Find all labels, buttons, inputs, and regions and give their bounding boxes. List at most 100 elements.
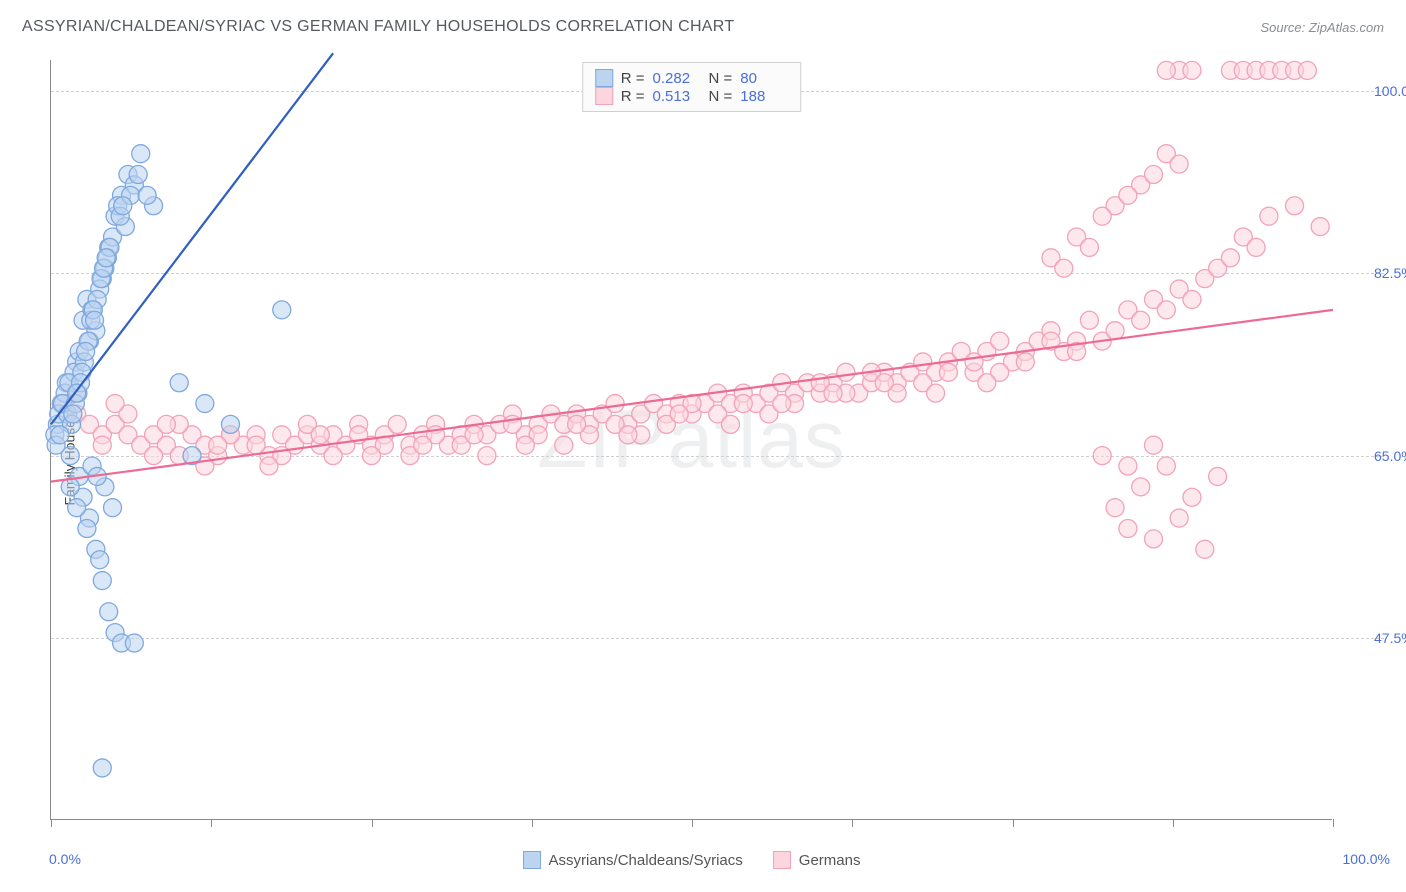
scatter-point	[1170, 155, 1188, 173]
y-tick-label: 100.0%	[1374, 83, 1406, 99]
scatter-point	[129, 166, 147, 184]
chart-source: Source: ZipAtlas.com	[1260, 20, 1384, 35]
scatter-point	[927, 384, 945, 402]
scatter-point	[555, 436, 573, 454]
scatter-point	[1298, 61, 1316, 79]
scatter-point	[1157, 301, 1175, 319]
scatter-point	[1119, 519, 1137, 537]
scatter-point	[1055, 259, 1073, 277]
scatter-point	[247, 436, 265, 454]
legend-swatch-a-icon	[523, 851, 541, 869]
x-tick	[532, 819, 533, 827]
scatter-point	[721, 415, 739, 433]
scatter-point	[978, 374, 996, 392]
scatter-point	[991, 332, 1009, 350]
scatter-point	[388, 415, 406, 433]
scatter-point	[1093, 207, 1111, 225]
scatter-point	[1196, 540, 1214, 558]
scatter-point	[260, 457, 278, 475]
scatter-point	[516, 436, 534, 454]
stats-n-label: N =	[709, 88, 733, 105]
scatter-point	[1183, 61, 1201, 79]
scatter-point	[221, 415, 239, 433]
scatter-point	[734, 395, 752, 413]
scatter-point	[106, 395, 124, 413]
scatter-point	[324, 447, 342, 465]
trend-line-a-solid	[51, 53, 333, 424]
stats-b-n: 188	[740, 88, 788, 105]
scatter-point	[64, 405, 82, 423]
scatter-point	[170, 374, 188, 392]
legend-item-b: Germans	[773, 851, 861, 869]
swatch-a-icon	[595, 69, 613, 87]
scatter-point	[1157, 61, 1175, 79]
legend-bottom: Assyrians/Chaldeans/Syriacs Germans	[523, 851, 861, 869]
stats-legend-box: R = 0.282 N = 80 R = 0.513 N = 188	[582, 62, 802, 112]
scatter-point	[97, 249, 115, 267]
scatter-point	[114, 197, 132, 215]
scatter-point	[1132, 478, 1150, 496]
legend-swatch-b-icon	[773, 851, 791, 869]
stats-b-r: 0.513	[653, 88, 701, 105]
scatter-point	[91, 551, 109, 569]
title-bar: ASSYRIAN/CHALDEAN/SYRIAC VS GERMAN FAMIL…	[22, 18, 1384, 36]
scatter-point	[77, 343, 95, 361]
scatter-point	[1145, 436, 1163, 454]
scatter-point	[93, 759, 111, 777]
scatter-point	[138, 186, 156, 204]
scatter-point	[568, 415, 586, 433]
scatter-point	[104, 499, 122, 517]
scatter-point	[1145, 166, 1163, 184]
scatter-point	[1170, 509, 1188, 527]
x-tick	[852, 819, 853, 827]
scatter-point	[1311, 218, 1329, 236]
plot-area: ZIPatlas 47.5%65.0%82.5%100.0% R = 0.282…	[50, 60, 1332, 820]
scatter-point	[1080, 311, 1098, 329]
scatter-point	[273, 301, 291, 319]
scatter-point	[1093, 447, 1111, 465]
scatter-point	[209, 436, 227, 454]
x-tick	[1173, 819, 1174, 827]
scatter-point	[1106, 322, 1124, 340]
trend-line-b	[51, 310, 1333, 482]
scatter-point	[606, 395, 624, 413]
x-tick	[211, 819, 212, 827]
scatter-point	[145, 447, 163, 465]
scatter-point	[619, 426, 637, 444]
legend-item-a: Assyrians/Chaldeans/Syriacs	[523, 851, 743, 869]
x-tick	[372, 819, 373, 827]
scatter-point	[414, 436, 432, 454]
scatter-point	[773, 395, 791, 413]
legend-b-label: Germans	[799, 852, 861, 869]
scatter-point	[1119, 186, 1137, 204]
scatter-point	[1132, 311, 1150, 329]
scatter-point	[1286, 197, 1304, 215]
scatter-point	[1106, 499, 1124, 517]
y-tick-label: 47.5%	[1374, 630, 1406, 646]
scatter-point	[465, 426, 483, 444]
scatter-point	[1209, 467, 1227, 485]
y-tick-label: 65.0%	[1374, 448, 1406, 464]
scatter-point	[478, 447, 496, 465]
x-tick-label-max: 100.0%	[1343, 851, 1390, 867]
x-tick	[692, 819, 693, 827]
scatter-point	[157, 415, 175, 433]
legend-a-label: Assyrians/Chaldeans/Syriacs	[549, 852, 743, 869]
scatter-point	[875, 374, 893, 392]
stats-n-label: N =	[709, 70, 733, 87]
stats-r-label: R =	[621, 70, 645, 87]
scatter-point	[837, 363, 855, 381]
x-tick-label-min: 0.0%	[49, 851, 81, 867]
scatter-point	[965, 353, 983, 371]
scatter-point	[93, 436, 111, 454]
scatter-point	[1183, 290, 1201, 308]
scatter-point	[86, 311, 104, 329]
scatter-point	[939, 363, 957, 381]
scatter-point	[132, 145, 150, 163]
scatter-point	[1260, 207, 1278, 225]
scatter-point	[196, 395, 214, 413]
x-tick	[1333, 819, 1334, 827]
scatter-point	[670, 405, 688, 423]
scatter-point	[1183, 488, 1201, 506]
scatter-point	[1221, 249, 1239, 267]
